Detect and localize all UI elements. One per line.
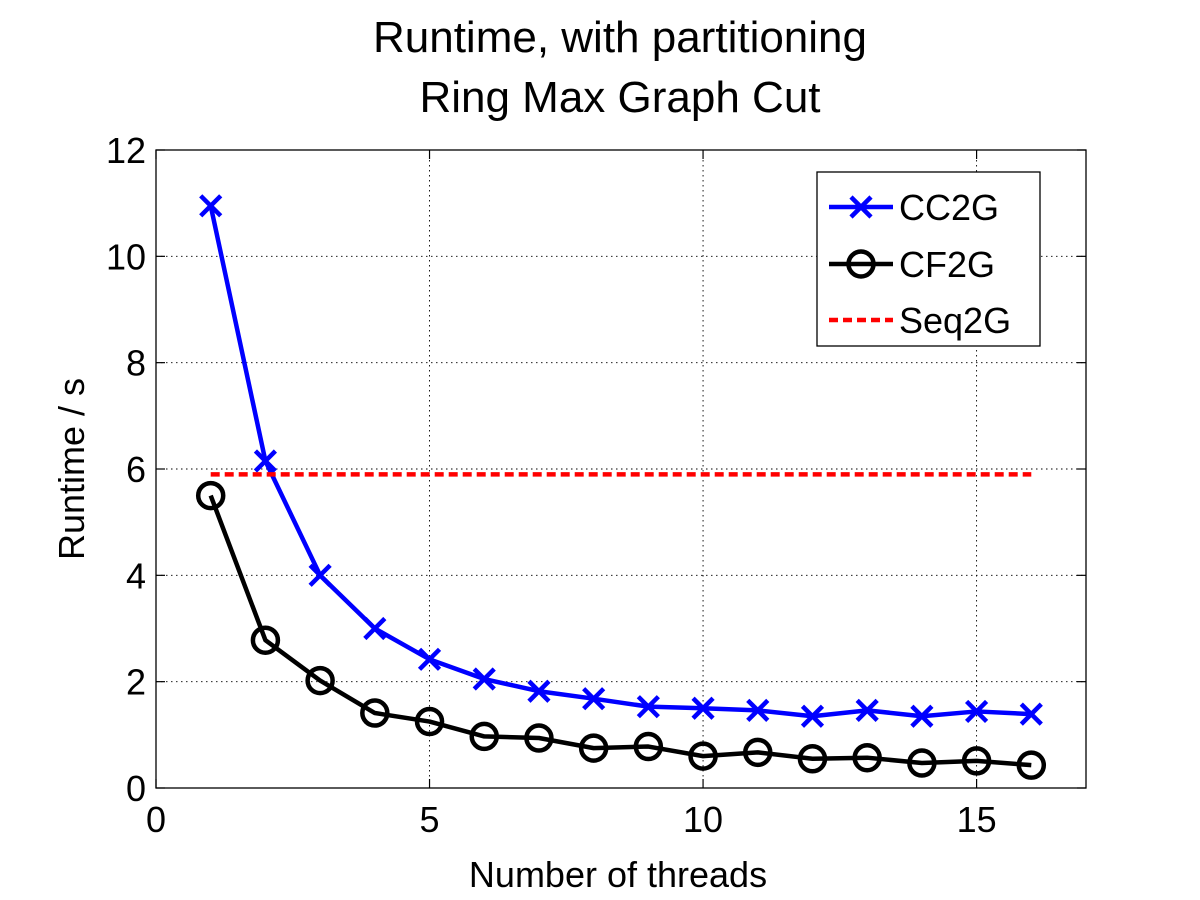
y-tick-label: 8 <box>126 343 146 384</box>
data-point-cf2g <box>961 746 992 776</box>
data-point-cc2g <box>800 704 825 728</box>
y-tick-label: 0 <box>126 768 146 809</box>
data-point-cc2g <box>964 699 989 724</box>
data-point-cf2g <box>633 731 664 762</box>
data-point-cf2g <box>797 744 828 774</box>
marker-stroke <box>1019 702 1043 726</box>
series-line-cf2g <box>208 494 1032 768</box>
data-point-cc2g <box>253 449 278 473</box>
marker-stroke <box>582 687 606 711</box>
data-point-cc2g <box>910 704 934 728</box>
x-tick-label: 0 <box>146 799 166 840</box>
data-point-cc2g <box>527 679 551 703</box>
y-tick-label: 10 <box>106 236 146 277</box>
y-axis-label: Runtime / s <box>51 378 92 560</box>
data-point-cf2g <box>360 698 390 728</box>
data-point-cf2g <box>688 741 718 771</box>
data-point-cf2g <box>469 721 499 752</box>
legend-label-cf2g: CF2G <box>899 244 995 285</box>
data-point-cf2g <box>743 737 773 768</box>
legend-marker-cf2g <box>846 249 876 279</box>
legend-label-cc2g: CC2G <box>899 187 999 228</box>
legend-marker-cc2g <box>849 195 873 219</box>
data-point-cc2g <box>417 647 442 671</box>
series-layer <box>195 194 1047 780</box>
data-point-cf2g <box>852 742 882 773</box>
y-tick-label: 2 <box>126 662 146 703</box>
legend-label-seq2g: Seq2G <box>899 300 1011 341</box>
marker-stroke <box>363 616 387 641</box>
marker-stroke <box>691 696 715 720</box>
chart-title-line-2: Ring Max Graph Cut <box>419 73 820 122</box>
data-point-cc2g <box>199 194 223 218</box>
marker-stroke <box>472 667 496 691</box>
y-tick-label: 4 <box>126 555 146 596</box>
data-point-cc2g <box>1019 702 1043 726</box>
marker-stroke <box>910 704 934 728</box>
y-tick-label: 12 <box>106 130 146 171</box>
data-point-cf2g <box>414 706 445 737</box>
data-point-cf2g <box>524 723 554 753</box>
marker-stroke <box>417 647 442 671</box>
series-cc2g <box>199 194 1043 728</box>
marker-stroke <box>855 698 879 722</box>
data-point-cc2g <box>746 698 770 722</box>
data-point-cc2g <box>363 616 387 641</box>
axis-ticks: 0 5 10 15 0 2 4 6 8 10 12 <box>106 130 1086 840</box>
marker-stroke <box>636 695 660 719</box>
chart-title-line-1: Runtime, with partitioning <box>373 13 867 62</box>
x-tick-label: 5 <box>420 799 440 840</box>
data-point-cc2g <box>691 696 715 720</box>
data-point-cc2g <box>472 667 496 691</box>
data-point-cf2g <box>1016 750 1047 780</box>
data-point-cc2g <box>636 695 660 719</box>
data-point-cc2g <box>582 687 606 711</box>
marker-stroke <box>199 194 223 218</box>
marker-stroke <box>849 195 873 219</box>
data-point-cc2g <box>855 698 879 722</box>
data-point-cf2g <box>250 625 281 655</box>
marker-stroke <box>308 563 332 587</box>
series-cf2g <box>195 480 1047 780</box>
data-point-cf2g <box>305 665 335 696</box>
marker-stroke <box>746 698 770 722</box>
data-point-cf2g <box>195 480 226 511</box>
x-tick-label: 10 <box>683 799 723 840</box>
series-line-cc2g <box>208 205 1032 719</box>
x-tick-label: 15 <box>957 799 997 840</box>
x-axis-label: Number of threads <box>469 854 767 895</box>
marker-stroke <box>253 449 278 473</box>
marker-stroke <box>800 704 825 728</box>
data-point-cf2g <box>907 748 937 778</box>
marker-stroke <box>527 679 551 703</box>
marker-stroke <box>964 699 989 724</box>
y-tick-label: 6 <box>126 449 146 490</box>
legend: CC2G CF2G Seq2G <box>816 171 1041 347</box>
data-point-cf2g <box>578 733 609 763</box>
data-point-cc2g <box>308 563 332 587</box>
